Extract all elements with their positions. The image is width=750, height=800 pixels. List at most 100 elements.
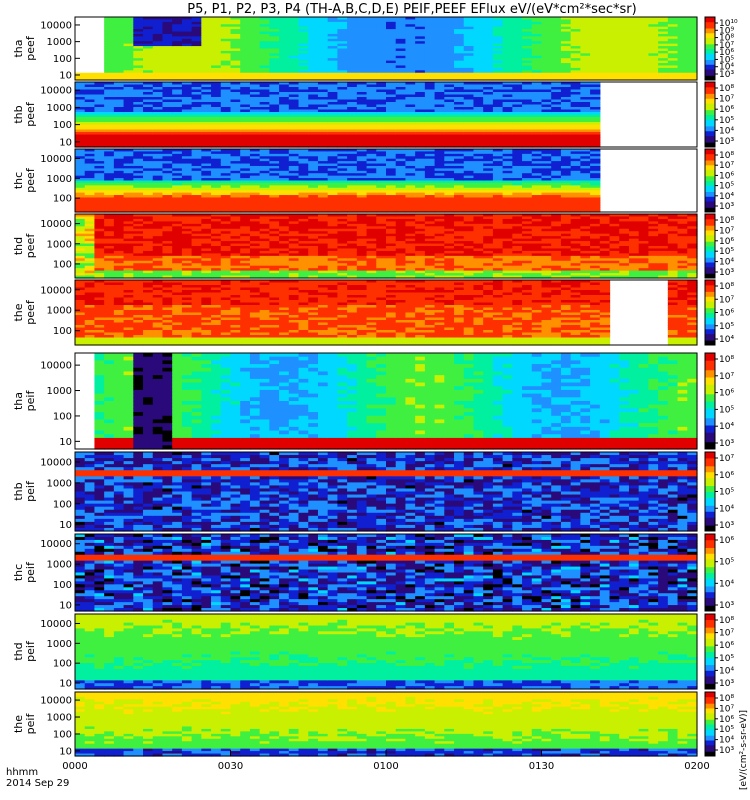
heatmap-cell [415, 31, 426, 35]
heatmap-cell [522, 58, 533, 62]
heatmap-cell [609, 55, 620, 59]
heatmap-cell [434, 55, 445, 59]
heatmap-cell [133, 67, 144, 71]
heatmap-cell [181, 24, 193, 28]
heatmap-cell [386, 36, 397, 40]
heatmap-cell [560, 19, 572, 23]
heatmap-cell [162, 134, 173, 138]
heatmap-cell [113, 119, 125, 123]
heatmap-cell [172, 29, 183, 33]
colorbar-tick-label: 10⁷ [719, 161, 734, 171]
heatmap-cell [376, 75, 387, 79]
heatmap-cell [648, 41, 659, 45]
heatmap-cell [541, 33, 552, 37]
heatmap-cell [395, 36, 407, 40]
heatmap-cell [143, 104, 154, 108]
heatmap-cell [143, 29, 154, 33]
heatmap-cell [560, 46, 572, 50]
heatmap-cell [395, 60, 407, 64]
heatmap-cell [162, 21, 173, 25]
heatmap-cell [133, 112, 144, 116]
heatmap-cell [667, 60, 679, 64]
heatmap-cell [143, 87, 154, 91]
heatmap-cell [191, 70, 202, 74]
heatmap-cell [405, 31, 416, 35]
colorbar-step [705, 20, 715, 23]
heatmap-cell [298, 67, 309, 71]
heatmap-cell [415, 50, 426, 54]
heatmap-cell [123, 107, 134, 111]
heatmap-cell [191, 21, 202, 25]
heatmap-cell [75, 89, 86, 93]
heatmap-cell [104, 124, 115, 128]
heatmap-cell [628, 38, 640, 42]
heatmap-cell [658, 36, 669, 40]
heatmap-cell [483, 53, 494, 57]
heatmap-cell [152, 94, 164, 98]
heatmap-cell [658, 48, 669, 52]
heatmap-cell [94, 99, 105, 103]
heatmap-cell [638, 67, 650, 71]
heatmap-cell [619, 43, 630, 47]
heatmap-cell [619, 67, 630, 71]
heatmap-cell [648, 19, 659, 23]
heatmap-cell [337, 63, 348, 67]
heatmap-cell [181, 50, 193, 54]
heatmap-cell [104, 127, 115, 131]
heatmap-cell [162, 55, 173, 59]
heatmap-cell [113, 75, 125, 79]
heatmap-cell [230, 48, 241, 52]
heatmap-cell [259, 38, 270, 42]
heatmap-cell [104, 50, 115, 54]
heatmap-cell [308, 26, 319, 30]
heatmap-cell [327, 63, 339, 67]
heatmap-cell [133, 58, 144, 62]
heatmap-cell [230, 55, 241, 59]
heatmap-cell [133, 48, 144, 52]
heatmap-cell [279, 60, 290, 64]
heatmap-cell [483, 41, 494, 45]
heatmap-cell [220, 75, 232, 79]
heatmap-cell [531, 17, 543, 21]
heatmap-cell [424, 60, 436, 64]
colorbar-tick-label: 10¹⁰ [719, 19, 738, 29]
heatmap-cell [628, 33, 640, 37]
heatmap-cell [240, 63, 251, 67]
heatmap-cell [415, 65, 426, 69]
heatmap-cell [298, 29, 309, 33]
heatmap-cell [269, 55, 280, 59]
heatmap-cell [522, 63, 533, 67]
heatmap-cell [123, 104, 134, 108]
heatmap-cell [541, 70, 552, 74]
heatmap-cell [376, 58, 387, 62]
heatmap-cell [104, 107, 115, 111]
heatmap-cell [502, 77, 513, 81]
heatmap-cell [133, 132, 144, 136]
heatmap-cell [434, 17, 445, 21]
heatmap-cell [570, 75, 581, 79]
heatmap-cell [162, 139, 173, 143]
heatmap-cell [580, 31, 591, 35]
heatmap-cell [386, 50, 397, 54]
heatmap-cell [483, 58, 494, 62]
heatmap-cell [143, 122, 154, 126]
heatmap-cell [84, 117, 96, 121]
heatmap-cell [308, 29, 319, 33]
heatmap-cell [512, 70, 523, 74]
heatmap-cell [405, 38, 416, 42]
heatmap-cell [94, 75, 105, 79]
heatmap-cell [279, 63, 290, 67]
heatmap-cell [113, 17, 125, 21]
heatmap-cell [619, 60, 630, 64]
heatmap-cell [133, 60, 144, 64]
heatmap-cell [638, 60, 650, 64]
heatmap-cell [366, 24, 377, 28]
colorbar-tick-label: 10⁶ [719, 171, 734, 181]
colorbar-step [705, 73, 715, 76]
heatmap-cell [502, 55, 513, 59]
heatmap-cell [531, 53, 543, 57]
colorbar-step [705, 46, 715, 49]
colorbar-step [705, 17, 715, 20]
